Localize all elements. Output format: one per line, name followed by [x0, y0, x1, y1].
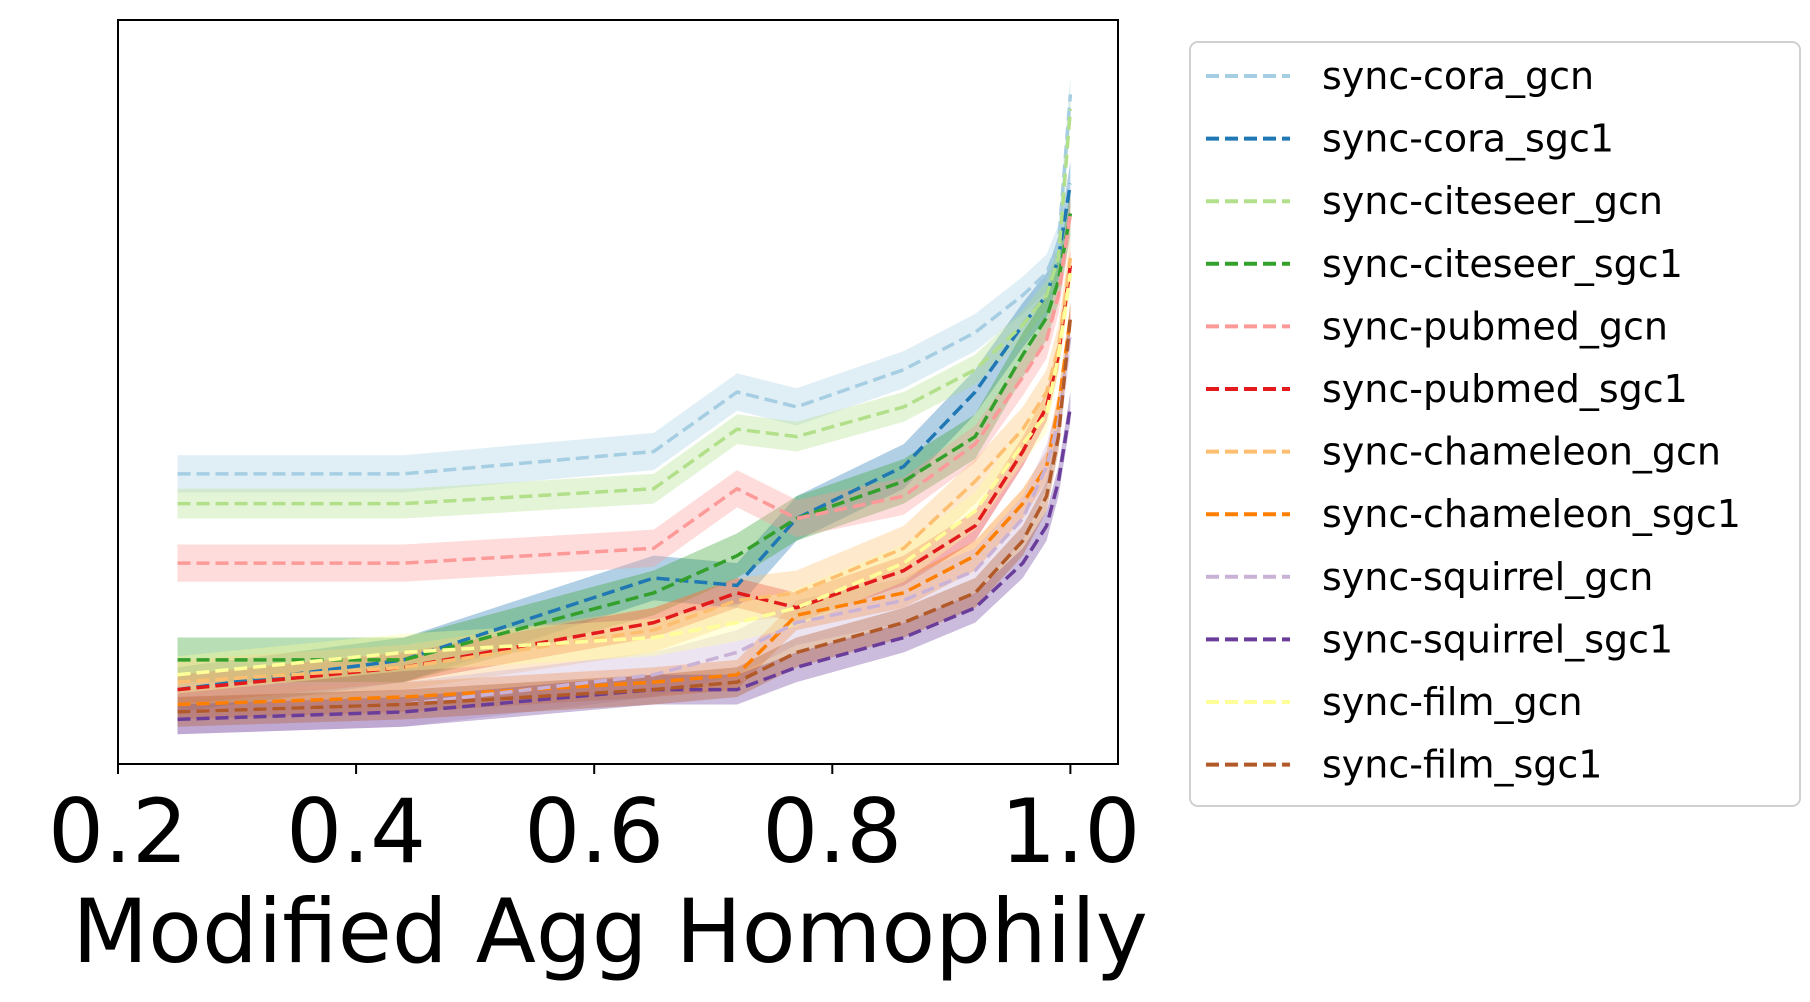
legend-label: sync-pubmed_gcn — [1322, 304, 1668, 348]
band-sync-cora_sgc1 — [177, 161, 1071, 712]
series-lines — [177, 94, 1073, 722]
legend-label: sync-cora_sgc1 — [1322, 117, 1614, 161]
series-line-sync-squirrel_gcn — [177, 332, 1073, 714]
legend-label: sync-film_sgc1 — [1322, 743, 1602, 787]
band-sync-chameleon_gcn — [177, 235, 1071, 705]
x-tick-label: 1.0 — [1000, 780, 1140, 883]
legend: sync-cora_gcn sync-cora_sgc1 sync-citeseer… — [1189, 41, 1801, 807]
band-sync-film_gcn — [177, 254, 1071, 694]
band-sync-squirrel_gcn — [177, 310, 1071, 735]
series-line-sync-squirrel_sgc1 — [177, 406, 1073, 722]
series-line-sync-chameleon_sgc1 — [177, 317, 1073, 707]
series-line-sync-film_sgc1 — [177, 317, 1073, 714]
x-axis-ticks: 0.2 0.4 0.6 0.8 1.0 — [48, 764, 1140, 883]
x-tick-label: 0.2 — [48, 780, 188, 883]
legend-label: sync-citeseer_sgc1 — [1322, 242, 1683, 286]
band-sync-citeseer_sgc1 — [177, 191, 1071, 683]
x-tick-label: 0.8 — [762, 780, 902, 883]
band-sync-chameleon_sgc1 — [177, 302, 1071, 720]
legend-label: sync-citeseer_gcn — [1322, 179, 1663, 223]
plot-frame — [117, 19, 1119, 765]
series-line-sync-cora_sgc1 — [177, 183, 1073, 692]
legend-label: sync-film_gcn — [1322, 680, 1583, 724]
band-sync-citeseer_gcn — [177, 94, 1071, 519]
x-axis-label: Modified Agg Homophily — [72, 880, 1148, 983]
legend-frame — [1189, 41, 1801, 807]
legend-label: sync-squirrel_sgc1 — [1322, 617, 1673, 661]
legend-label: sync-chameleon_gcn — [1322, 430, 1721, 474]
x-tick-label: 0.4 — [286, 780, 426, 883]
legend-label: sync-chameleon_sgc1 — [1322, 492, 1741, 536]
series-line-sync-citeseer_sgc1 — [177, 213, 1073, 662]
series-line-sync-pubmed_sgc1 — [177, 265, 1073, 692]
legend-label: sync-pubmed_sgc1 — [1322, 367, 1688, 411]
x-tick-label: 0.6 — [524, 780, 664, 883]
band-sync-squirrel_sgc1 — [177, 392, 1071, 735]
legend-label: sync-squirrel_gcn — [1322, 555, 1653, 599]
legend-label: sync-cora_gcn — [1322, 54, 1594, 98]
series-line-sync-cora_gcn — [177, 94, 1073, 476]
series-line-sync-citeseer_gcn — [177, 109, 1073, 506]
series-line-sync-chameleon_gcn — [177, 257, 1073, 684]
